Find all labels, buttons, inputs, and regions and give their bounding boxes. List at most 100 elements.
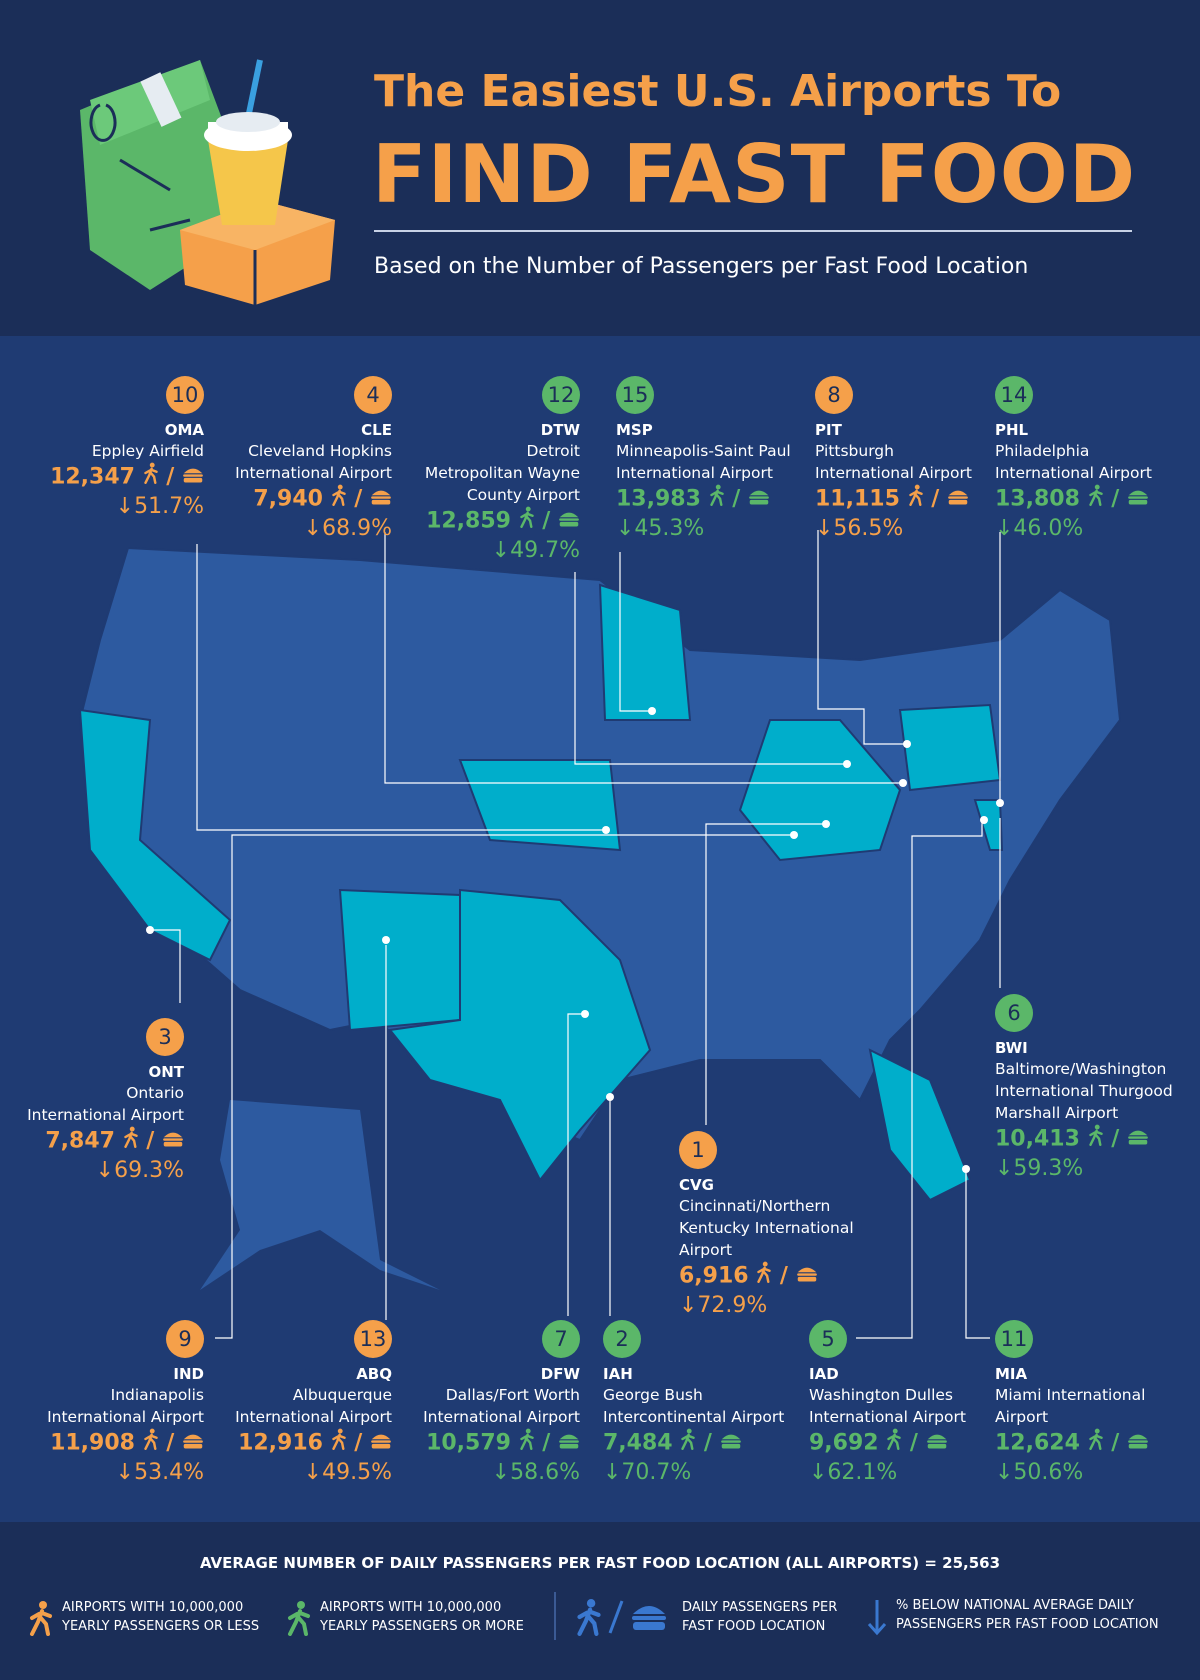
airport-name-line-1: Detroit — [526, 442, 580, 460]
airport-label-oma: 10 OMA Eppley Airfield 12,347 / ↓51.7% — [0, 376, 204, 521]
legend-large-line-1: AIRPORTS WITH 10,000,000 — [320, 1600, 502, 1615]
airport-name-line-2: International Airport — [995, 464, 1152, 482]
airport-name-line-1: George Bush — [603, 1386, 703, 1404]
down-arrow-icon — [867, 1600, 887, 1636]
airport-dots — [146, 707, 1004, 1173]
airport-code: PIT — [815, 421, 842, 439]
percent-below: ↓68.9% — [303, 516, 392, 541]
walking-person-icon — [886, 1428, 902, 1459]
airport-code: MIA — [995, 1365, 1028, 1383]
walking-person-icon — [123, 1126, 139, 1157]
airport-label-msp: 15 MSP Minneapolis-Saint Paul Internatio… — [616, 376, 816, 543]
passengers-value: 12,859 — [426, 508, 511, 534]
passengers-value: 11,115 — [815, 486, 900, 512]
mainland-us — [78, 546, 1122, 1202]
legend-large-line-2: YEARLY PASSENGERS OR MORE — [320, 1619, 524, 1634]
rank-badge: 7 — [542, 1320, 580, 1358]
average-passengers-note: AVERAGE NUMBER OF DAILY PASSENGERS PER F… — [199, 1554, 1001, 1572]
passengers-value: 13,808 — [995, 486, 1080, 512]
airport-code: DTW — [540, 421, 580, 439]
airport-name-line-1: Ontario — [126, 1084, 184, 1102]
rank-badge: 5 — [809, 1320, 847, 1358]
rank-badge: 10 — [166, 376, 204, 414]
passengers-value: 7,940 — [253, 486, 323, 512]
airport-name-line-2: International Thurgood — [995, 1082, 1173, 1100]
airport-label-cle: 4 CLE Cleveland Hopkins International Ai… — [172, 376, 392, 543]
percent-below: ↓72.9% — [679, 1293, 768, 1318]
airport-label-bwi: 6 BWI Baltimore/Washington International… — [995, 994, 1191, 1183]
rank-badge: 13 — [354, 1320, 392, 1358]
passengers-value: 6,916 — [679, 1263, 749, 1289]
percent-below: ↓51.7% — [115, 494, 204, 519]
burger-icon — [947, 485, 969, 515]
passengers-value: 10,413 — [995, 1126, 1080, 1152]
airport-code: CLE — [361, 421, 392, 439]
alaska — [200, 1100, 440, 1290]
airport-code: OMA — [164, 421, 204, 439]
airport-code: ABQ — [356, 1365, 392, 1383]
slash-icon — [608, 1600, 624, 1634]
passengers-value: 10,579 — [426, 1430, 511, 1456]
airport-name-line-2: Airport — [995, 1408, 1049, 1426]
airport-name-line-1: Pittsburgh — [815, 442, 894, 460]
rank-badge: 9 — [166, 1320, 204, 1358]
walking-person-icon — [143, 1428, 159, 1459]
airport-name-line-2: International Airport — [809, 1408, 966, 1426]
legend-small-line-1: AIRPORTS WITH 10,000,000 — [62, 1600, 244, 1615]
airport-name-line-2: Metropolitan Wayne — [424, 464, 580, 482]
walking-person-icon — [331, 1428, 347, 1459]
airport-name-line-2: International Airport — [235, 464, 392, 482]
burger-icon — [1127, 1125, 1149, 1155]
walking-person-icon — [143, 462, 159, 493]
percent-below: ↓46.0% — [995, 516, 1084, 541]
burger-icon — [558, 1429, 580, 1459]
burger-icon — [748, 485, 770, 515]
airport-name-line-2: International Airport — [47, 1408, 204, 1426]
burger-icon — [370, 485, 392, 515]
walking-person-icon — [908, 484, 924, 515]
title-line-1: The Easiest U.S. Airports To — [374, 66, 1062, 117]
walking-person-icon — [577, 1599, 601, 1636]
airport-label-ind: 9 IND Indianapolis International Airport… — [0, 1320, 204, 1487]
airport-label-ont: 3 ONT Ontario International Airport 7,84… — [0, 1018, 184, 1185]
airport-code: IAH — [603, 1365, 633, 1383]
title-divider — [374, 230, 1132, 232]
airport-code: IAD — [809, 1365, 839, 1383]
percent-below: ↓58.6% — [491, 1460, 580, 1485]
percent-below: ↓53.4% — [115, 1460, 204, 1485]
airport-name: Eppley Airfield — [91, 442, 204, 460]
walking-person-icon — [331, 484, 347, 515]
airport-name-line-2: International Airport — [815, 464, 972, 482]
rank-badge: 14 — [995, 376, 1033, 414]
connector-lines — [150, 530, 1001, 1339]
legend-ratio-line-2: FAST FOOD LOCATION — [682, 1619, 826, 1634]
airport-name-line-1: Miami International — [995, 1386, 1146, 1404]
percent-below: ↓49.7% — [491, 538, 580, 563]
passengers-value: 12,916 — [238, 1430, 323, 1456]
airport-name-line-1: Washington Dulles — [809, 1386, 953, 1404]
airport-name-line-1: Philadelphia — [995, 442, 1090, 460]
legend-ratio-line-1: DAILY PASSENGERS PER — [682, 1600, 838, 1615]
legend-divider — [554, 1592, 556, 1640]
airport-name-line-3: Airport — [679, 1241, 733, 1259]
airport-code: BWI — [995, 1039, 1028, 1057]
percent-below: ↓49.5% — [303, 1460, 392, 1485]
airport-name-line-1: Baltimore/Washington — [995, 1060, 1167, 1078]
rank-badge: 12 — [542, 376, 580, 414]
rank-badge: 4 — [354, 376, 392, 414]
airport-name-line-2: Intercontinental Airport — [603, 1408, 785, 1426]
walking-person-icon — [519, 506, 535, 537]
airport-code: IND — [173, 1365, 204, 1383]
passengers-value: 9,692 — [809, 1430, 879, 1456]
airport-name-line-1: Cincinnati/Northern — [679, 1197, 831, 1215]
airport-code: CVG — [679, 1176, 714, 1194]
passengers-value: 12,624 — [995, 1430, 1080, 1456]
walking-person-icon — [1088, 1124, 1104, 1155]
airport-name-line-2: Kentucky International — [679, 1219, 854, 1237]
airport-name-line-3: County Airport — [466, 486, 580, 504]
rank-badge: 6 — [995, 994, 1033, 1032]
passengers-value: 7,847 — [45, 1128, 115, 1154]
subtitle: Based on the Number of Passengers per Fa… — [374, 254, 1029, 279]
walking-person-icon — [709, 484, 725, 515]
fast-food-illustration — [80, 59, 335, 305]
